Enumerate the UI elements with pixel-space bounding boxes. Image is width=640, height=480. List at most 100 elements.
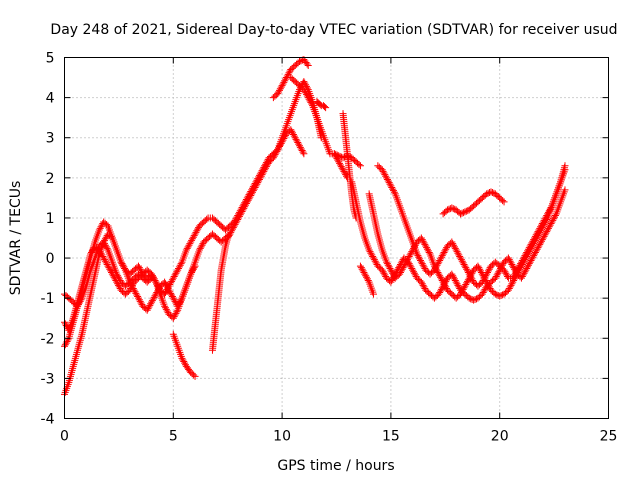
- data-point: [228, 225, 236, 233]
- data-point: [287, 126, 295, 134]
- data-point: [260, 167, 268, 175]
- data-point: [387, 278, 395, 286]
- y-tick-label: 4: [46, 91, 55, 107]
- data-point: [547, 220, 555, 228]
- data-point: [100, 238, 108, 246]
- data-point: [301, 87, 309, 95]
- data-point: [165, 286, 173, 294]
- data-point: [255, 175, 263, 183]
- data-point: [448, 238, 456, 246]
- data-point: [424, 247, 432, 255]
- data-point: [380, 269, 388, 277]
- data-point: [503, 271, 511, 279]
- data-point: [101, 257, 109, 265]
- y-tick-label: 0: [46, 251, 55, 267]
- data-point: [484, 280, 492, 288]
- data-point: [408, 264, 416, 272]
- data-point: [531, 234, 539, 242]
- data-point: [193, 227, 201, 235]
- data-point: [423, 244, 431, 252]
- data-point: [420, 283, 428, 291]
- data-point: [383, 174, 391, 182]
- series-arc-p: [439, 204, 465, 218]
- data-point: [127, 285, 135, 293]
- data-point: [300, 78, 308, 86]
- data-point: [491, 290, 499, 298]
- data-point: [484, 267, 492, 275]
- data-point: [243, 198, 251, 206]
- data-point: [238, 208, 246, 216]
- data-point: [434, 260, 442, 268]
- data-point: [529, 253, 537, 261]
- data-point: [190, 232, 198, 240]
- data-point: [300, 86, 308, 94]
- y-tick-label: -3: [41, 371, 55, 387]
- data-point: [561, 162, 569, 170]
- data-point: [381, 171, 389, 179]
- data-point: [436, 272, 444, 280]
- data-point: [425, 248, 433, 256]
- data-point: [526, 242, 534, 250]
- data-point: [436, 289, 444, 297]
- data-point: [458, 257, 466, 265]
- data-point: [274, 146, 282, 154]
- data-point: [524, 261, 532, 269]
- data-point: [470, 296, 478, 304]
- data-point: [296, 58, 304, 66]
- data-point: [417, 234, 425, 242]
- data-point: [273, 147, 281, 155]
- data-point: [113, 270, 121, 278]
- data-point: [523, 248, 531, 256]
- data-point: [261, 166, 269, 174]
- data-point: [162, 281, 170, 289]
- data-point: [380, 169, 388, 177]
- data-point: [431, 264, 439, 272]
- data-point: [179, 356, 187, 364]
- data-point: [494, 269, 502, 277]
- data-point: [463, 267, 471, 275]
- data-point: [341, 169, 349, 177]
- data-point: [437, 253, 445, 261]
- data-point: [510, 271, 518, 279]
- data-point: [134, 294, 142, 302]
- data-point: [97, 249, 105, 257]
- data-point: [299, 148, 307, 156]
- data-point: [544, 224, 552, 232]
- data-point: [292, 135, 300, 143]
- data-point: [62, 339, 70, 347]
- data-point: [464, 268, 472, 276]
- data-point: [75, 299, 83, 307]
- data-point: [501, 268, 509, 276]
- data-point: [233, 217, 241, 225]
- data-point: [484, 268, 492, 276]
- data-point: [369, 254, 377, 262]
- data-point: [296, 142, 304, 150]
- data-point: [514, 264, 522, 272]
- data-point: [360, 268, 368, 276]
- data-point: [459, 259, 467, 267]
- data-point: [477, 267, 485, 275]
- y-tick-label: 2: [46, 171, 55, 187]
- data-point: [168, 276, 176, 284]
- data-point: [232, 219, 240, 227]
- data-point: [119, 261, 127, 269]
- data-point: [191, 262, 199, 270]
- data-point: [203, 215, 211, 223]
- data-point: [280, 78, 288, 86]
- data-point: [177, 260, 185, 268]
- data-point: [530, 236, 538, 244]
- data-point: [250, 185, 258, 193]
- data-point: [369, 290, 377, 298]
- data-point: [524, 247, 532, 255]
- series-arc-n: [374, 162, 569, 290]
- data-point: [457, 254, 465, 262]
- data-point: [235, 214, 243, 222]
- data-point: [175, 264, 183, 272]
- data-point: [332, 150, 340, 158]
- data-point: [278, 138, 286, 146]
- data-point: [259, 169, 267, 177]
- data-point: [307, 98, 315, 106]
- data-point: [366, 248, 374, 256]
- data-point: [302, 89, 310, 97]
- data-point: [146, 275, 154, 283]
